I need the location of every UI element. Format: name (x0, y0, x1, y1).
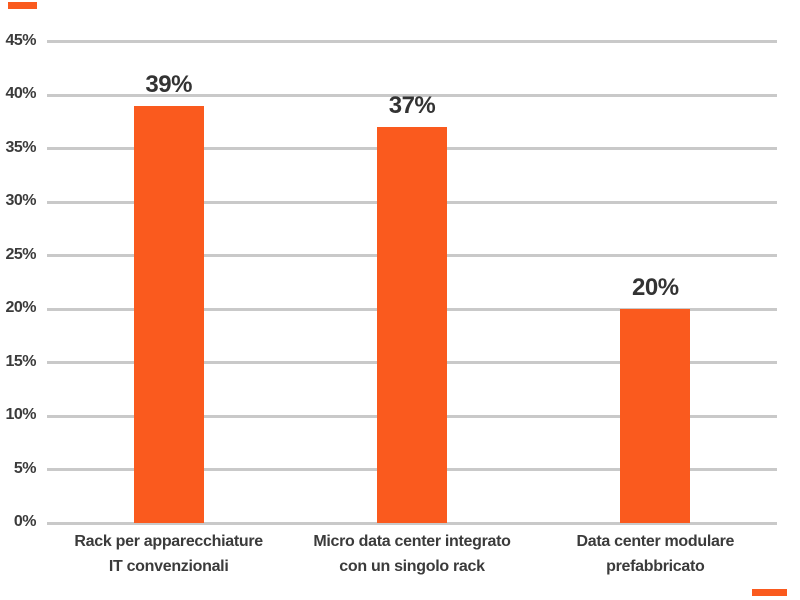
y-axis-tick-label: 0% (13, 513, 37, 530)
x-axis-category-label-line: IT convenzionali (108, 558, 229, 575)
y-axis-tick-label: 35% (5, 138, 36, 156)
y-axis-tick-label: 20% (5, 299, 36, 316)
bar-value-label: 39% (145, 70, 192, 98)
x-axis-category-label-line: Micro data center integrato (313, 533, 511, 550)
y-axis-tick-label: 25% (5, 245, 36, 263)
gridline (47, 40, 777, 43)
y-axis-tick-label: 30% (5, 192, 36, 209)
bar (620, 309, 691, 523)
y-axis-tick-label: 5% (13, 459, 37, 477)
x-axis-category-label: Data center modulare prefabbricato (520, 529, 790, 579)
brand-accent-bottom-right (752, 589, 787, 596)
gridline (47, 521, 777, 525)
y-axis-tick-label: 40% (5, 85, 36, 102)
x-axis-category-label-line: prefabbricato (606, 558, 705, 575)
y-axis-tick-label: 15% (5, 352, 36, 370)
y-axis-tick-label: 45% (5, 31, 36, 49)
x-axis-category-label: Micro data center integrato con un singol… (277, 529, 547, 579)
bar (377, 127, 447, 523)
gridline (47, 93, 777, 97)
brand-accent-top-left (8, 2, 37, 9)
y-axis-tick-label: 10% (5, 406, 36, 423)
bar-value-label: 20% (632, 274, 679, 301)
x-axis-category-label-line: con un singolo rack (339, 558, 485, 575)
x-axis-category-label-line: Rack per apparecchiature (74, 533, 263, 550)
bar (133, 105, 204, 523)
x-axis-category-label: Rack per apparecchiature IT convenzionali (34, 529, 304, 579)
bar-value-label: 37% (388, 92, 436, 120)
x-axis-category-label-line: Data center modulare (576, 533, 735, 550)
